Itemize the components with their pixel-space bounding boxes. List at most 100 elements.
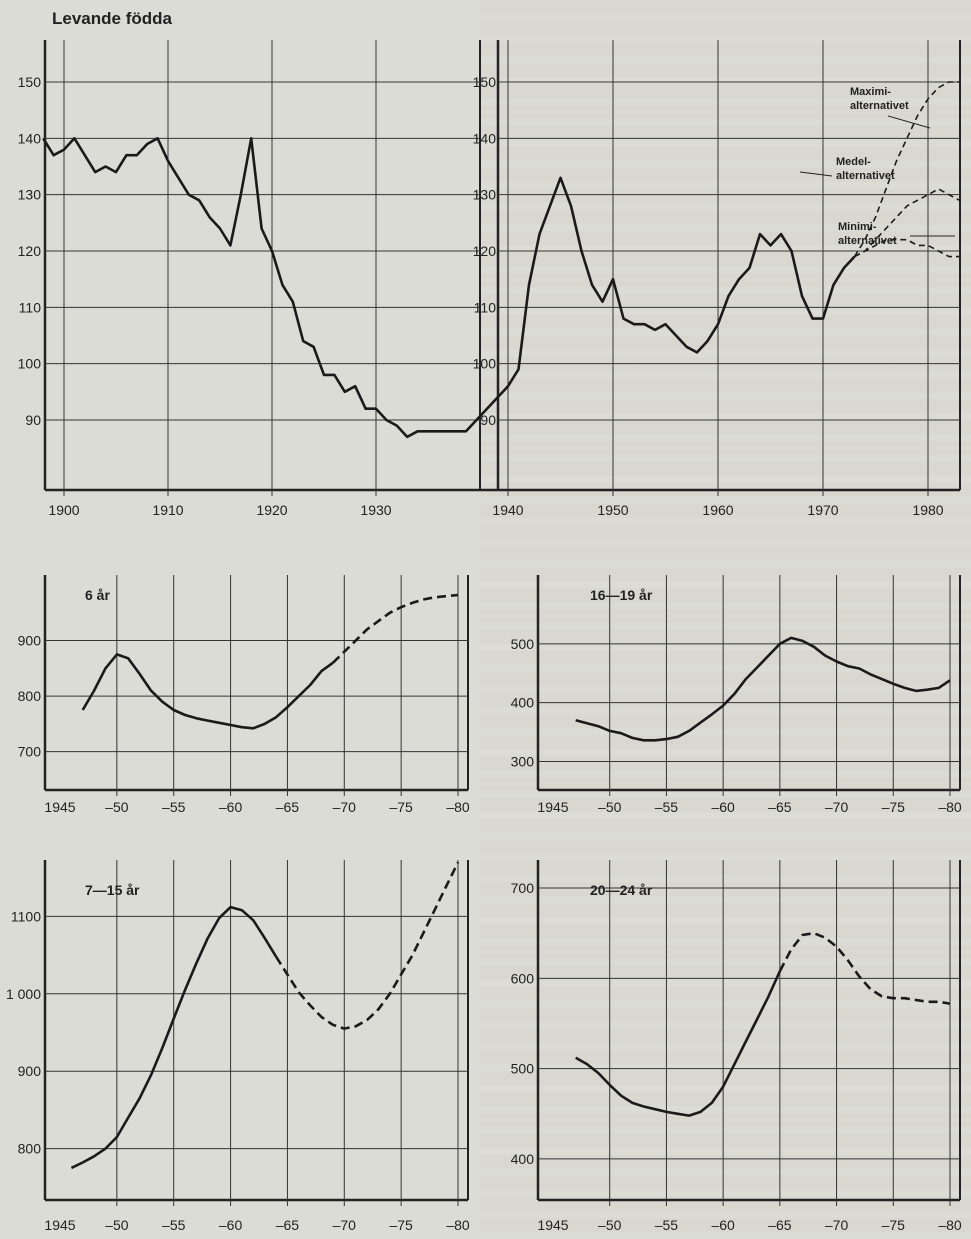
x-tick-label: –60 — [711, 799, 735, 815]
x-tick-label: –75 — [389, 799, 413, 815]
x-tick-label: 1920 — [256, 502, 287, 518]
y-tick-label: 400 — [511, 695, 535, 711]
y-tick-label: 700 — [511, 880, 535, 896]
y-tick-label: 500 — [511, 636, 535, 652]
x-tick-label: 1970 — [807, 502, 838, 518]
chart-age-16-19: 300 400 500 1945 –50 –55 –60 –65 –70 –75 –80 16—19 … — [511, 575, 962, 815]
x-tick-label: –80 — [446, 1217, 470, 1233]
chart-title: 16—19 år — [590, 587, 653, 603]
x-tick-label: 1900 — [48, 502, 79, 518]
series-line-projection — [331, 593, 459, 664]
background-page-text — [480, 0, 971, 1239]
x-tick-label: –70 — [333, 1217, 357, 1233]
x-tick-label: –65 — [276, 799, 300, 815]
x-tick-label: –70 — [333, 799, 357, 815]
x-tick-label: 1945 — [44, 799, 75, 815]
x-tick-label: –50 — [598, 1217, 622, 1233]
series-line-projection — [854, 238, 960, 258]
x-tick-label: –75 — [882, 1217, 906, 1233]
x-tick-label: –55 — [162, 799, 186, 815]
x-tick-label: –55 — [655, 1217, 679, 1233]
series-line-projection — [854, 188, 960, 258]
x-tick-label: –80 — [938, 799, 962, 815]
x-tick-label: –80 — [938, 1217, 962, 1233]
x-tick-label: 1930 — [360, 502, 391, 518]
x-tick-label: –65 — [276, 1217, 300, 1233]
y-tick-label: 120 — [473, 243, 497, 259]
y-tick-label: 130 — [473, 187, 497, 203]
x-tick-label: –65 — [768, 1217, 792, 1233]
annotation-label: alternativet — [836, 170, 895, 182]
y-tick-label: 90 — [480, 412, 496, 428]
x-tick-label: –60 — [711, 1217, 735, 1233]
x-tick-label: 1945 — [44, 1217, 75, 1233]
x-tick-label: –50 — [105, 799, 129, 815]
y-tick-label: 140 — [473, 130, 497, 146]
series-line-projection — [275, 861, 460, 1030]
x-tick-label: 1945 — [537, 1217, 568, 1233]
x-tick-label: –50 — [105, 1217, 129, 1233]
chart-title: 6 år — [85, 587, 110, 603]
x-tick-label: –70 — [825, 799, 849, 815]
y-tick-label: 300 — [511, 753, 535, 769]
annotation-label: alternativet — [850, 100, 909, 112]
x-tick-label: –75 — [882, 799, 906, 815]
annotation-leader — [887, 115, 931, 129]
x-tick-label: 1980 — [912, 502, 943, 518]
y-tick-label: 800 — [18, 688, 42, 704]
x-tick-label: –55 — [162, 1217, 186, 1233]
y-tick-label: 1100 — [11, 908, 41, 924]
series-line-observed — [575, 636, 951, 742]
y-tick-label: 120 — [18, 243, 42, 259]
chart-title: Levande födda — [52, 9, 173, 28]
y-tick-label: 600 — [511, 970, 535, 986]
y-tick-label: 100 — [473, 356, 497, 372]
y-tick-label: 150 — [18, 74, 42, 90]
y-tick-label: 900 — [18, 1063, 42, 1079]
annotation-label: Minimi- — [838, 221, 877, 233]
series-line-projection — [853, 81, 960, 258]
chart-title: 20—24 år — [590, 882, 653, 898]
series-line-projection — [778, 931, 951, 1005]
series-line-observed — [81, 653, 334, 730]
y-tick-label: 800 — [18, 1141, 42, 1157]
x-tick-label: –75 — [389, 1217, 413, 1233]
x-tick-label: –55 — [655, 799, 679, 815]
y-tick-label: 130 — [18, 187, 42, 203]
y-tick-label: 500 — [511, 1061, 535, 1077]
annotation-label: Medel- — [836, 156, 871, 168]
series-line-observed — [42, 137, 856, 439]
x-tick-label: 1940 — [492, 502, 523, 518]
y-tick-label: 1 000 — [6, 986, 41, 1002]
y-tick-label: 900 — [18, 633, 42, 649]
chart-title: 7—15 år — [85, 882, 140, 898]
x-tick-label: –65 — [768, 799, 792, 815]
y-tick-label: 700 — [18, 744, 42, 760]
x-tick-label: 1950 — [597, 502, 628, 518]
y-tick-label: 110 — [474, 299, 497, 315]
chart-age-7-15: 800 900 1 000 1100 1945 –50 –55 –60 –65 –70 –75 –80… — [6, 860, 470, 1233]
annotation-label: Maximi- — [850, 86, 891, 98]
chart-age-6: 700 800 900 1945 –50 –55 –60 –65 –70 –75 –80 6 år — [18, 575, 470, 815]
x-tick-label: 1945 — [537, 799, 568, 815]
y-tick-label: 140 — [18, 130, 42, 146]
y-tick-label: 100 — [18, 356, 42, 372]
x-tick-label: –60 — [219, 799, 243, 815]
x-tick-label: –60 — [219, 1217, 243, 1233]
y-tick-label: 90 — [25, 412, 41, 428]
x-tick-label: –50 — [598, 799, 622, 815]
annotation-label: alternativet — [838, 235, 897, 247]
chart-levande-fodda: 90 90 100 100 110 110 120 120 130 130 140 140 150 150… — [18, 9, 961, 518]
y-tick-label: 110 — [19, 299, 42, 315]
chart-age-20-24: 400 500 600 700 1945 –50 –55 –60 –65 –70 –75 –80 20—… — [511, 860, 962, 1233]
y-tick-label: 150 — [473, 74, 497, 90]
y-tick-label: 400 — [511, 1151, 535, 1167]
x-tick-label: 1910 — [152, 502, 183, 518]
series-line-observed — [70, 905, 278, 1170]
x-tick-label: –80 — [446, 799, 470, 815]
series-line-observed — [575, 970, 782, 1117]
x-tick-label: 1960 — [702, 502, 733, 518]
x-tick-label: –70 — [825, 1217, 849, 1233]
annotation-leader — [799, 171, 833, 177]
